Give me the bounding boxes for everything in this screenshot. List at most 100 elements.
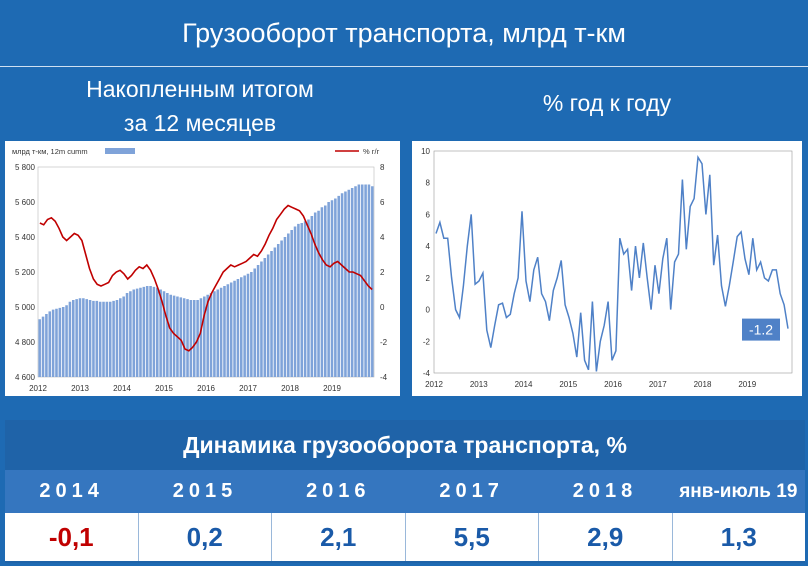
y-right-tick-label: 0 (380, 303, 385, 312)
cumulative-bar (357, 184, 361, 377)
year-cell: 2015 (172, 480, 238, 502)
cumulative-bar (78, 298, 82, 377)
cumulative-bar (145, 286, 149, 377)
y-right-tick-label: 2 (380, 268, 385, 277)
cumulative-bar (92, 300, 95, 377)
cumulative-bar (303, 221, 307, 377)
left-subtitle-line2: за 12 месяцев (123, 110, 277, 136)
x-tick-label: 2012 (29, 384, 47, 393)
cumulative-bar (280, 240, 283, 377)
x-tick-label: 2016 (604, 380, 622, 389)
annotation-box (742, 318, 780, 341)
x-tick-label: 2013 (71, 384, 89, 393)
y-left-tick-label: 5 000 (15, 303, 36, 312)
x-tick-label: 2019 (323, 384, 341, 393)
cumulative-bar (229, 282, 233, 377)
cumulative-bar (226, 284, 230, 377)
cumulative-bar (112, 300, 115, 377)
year-cell: 2017 (439, 480, 504, 502)
cumulative-bar (216, 289, 220, 377)
right-subtitle: % год к году (542, 90, 672, 116)
cumulative-bar (179, 297, 183, 377)
cumulative-bar (172, 295, 176, 377)
x-tick-label: 2015 (559, 380, 577, 389)
cumulative-bar (236, 279, 240, 377)
cumulative-freight-chart: 4 600 4 800 5 000 5 200 5 400 5 600 5 800 -4 -2 0… (12, 147, 388, 393)
cumulative-bar (105, 301, 109, 377)
cumulative-bar (41, 316, 45, 377)
cumulative-bar (354, 186, 357, 377)
x-tick-label: 2012 (425, 380, 443, 389)
plot-frame (433, 150, 793, 374)
y-left-tick-label: 4 800 (15, 338, 36, 347)
cumulative-bar (61, 307, 65, 377)
x-tick-label: 2015 (155, 384, 173, 393)
x-tick-label: 2014 (515, 380, 533, 389)
cumulative-bar (344, 191, 347, 377)
y-right-tick-label: -2 (380, 338, 388, 347)
cumulative-bar (203, 296, 206, 377)
y-left-tick-label: 4 600 (15, 373, 36, 382)
cumulative-bar (260, 261, 263, 377)
value-cell: -0,1 (5, 513, 139, 561)
legend-bar-swatch (105, 148, 135, 154)
y-tick-label: -4 (423, 369, 431, 378)
cumulative-bar (162, 291, 166, 377)
cumulative-bar (276, 244, 280, 377)
cumulative-bar (82, 298, 85, 377)
cumulative-bar (135, 288, 139, 377)
x-tick-label: 2018 (281, 384, 299, 393)
value-cell: 2,9 (539, 513, 673, 561)
cumulative-bar (72, 300, 75, 377)
yoy-line-series (39, 204, 373, 352)
cumulative-bar (55, 308, 58, 377)
year-cell: 2016 (306, 480, 371, 502)
cumulative-bar (273, 247, 277, 377)
cumulative-bar (347, 189, 351, 377)
page-title: Грузооборот транспорта, млрд т-км (182, 17, 626, 48)
cumulative-bar (166, 293, 169, 377)
year-cell: янв-июль 19 (679, 480, 798, 502)
cumulative-bar (95, 300, 99, 377)
cumulative-bar (209, 293, 213, 377)
cumulative-bar (250, 272, 253, 377)
x-tick-label: 2019 (738, 380, 756, 389)
y-left-tick-label: 5 600 (15, 198, 36, 207)
cumulative-bar (213, 291, 216, 377)
year-cell: 2014 (39, 480, 104, 502)
value-cell: 1,3 (720, 521, 757, 552)
cumulative-bar (256, 265, 260, 377)
cumulative-bar (371, 186, 374, 377)
cumulative-bar (199, 298, 203, 377)
cumulative-bar (115, 300, 119, 377)
cumulative-bar (297, 223, 300, 377)
x-tick-label: 2017 (239, 384, 257, 393)
cumulative-bar (51, 309, 55, 377)
right-chart-panel: 10 8 6 4 2 0 -2 -4 2012 2013 2014 2015 2016 2017 2018 2… (412, 141, 802, 396)
x-tick-label: 2017 (649, 380, 667, 389)
cumulative-bar (324, 205, 327, 377)
cumulative-bar (340, 193, 344, 377)
cumulative-bar (350, 188, 354, 377)
y-right-tick-label: 8 (380, 163, 385, 172)
cumulative-bar (327, 202, 330, 377)
legend-line-label: % г/г (363, 147, 380, 156)
cumulative-bar (192, 300, 196, 377)
y-tick-label: -2 (423, 337, 431, 346)
annotation-label: -1.2 (749, 322, 773, 338)
cumulative-bar (233, 280, 236, 377)
cumulative-bar (246, 273, 250, 377)
y-left-tick-label: 5 200 (15, 268, 36, 277)
cumulative-bar (263, 258, 267, 377)
cumulative-bar (223, 286, 226, 377)
cumulative-bar (45, 314, 48, 377)
cumulative-bar (102, 301, 105, 377)
title-divider (0, 66, 808, 67)
cumulative-bar (290, 230, 293, 377)
cumulative-bar (169, 294, 172, 377)
cumulative-bar (119, 298, 122, 377)
cumulative-bar (38, 319, 41, 377)
cumulative-bar (300, 223, 304, 377)
cumulative-bar (75, 299, 78, 377)
yoy-line-series (435, 155, 789, 372)
